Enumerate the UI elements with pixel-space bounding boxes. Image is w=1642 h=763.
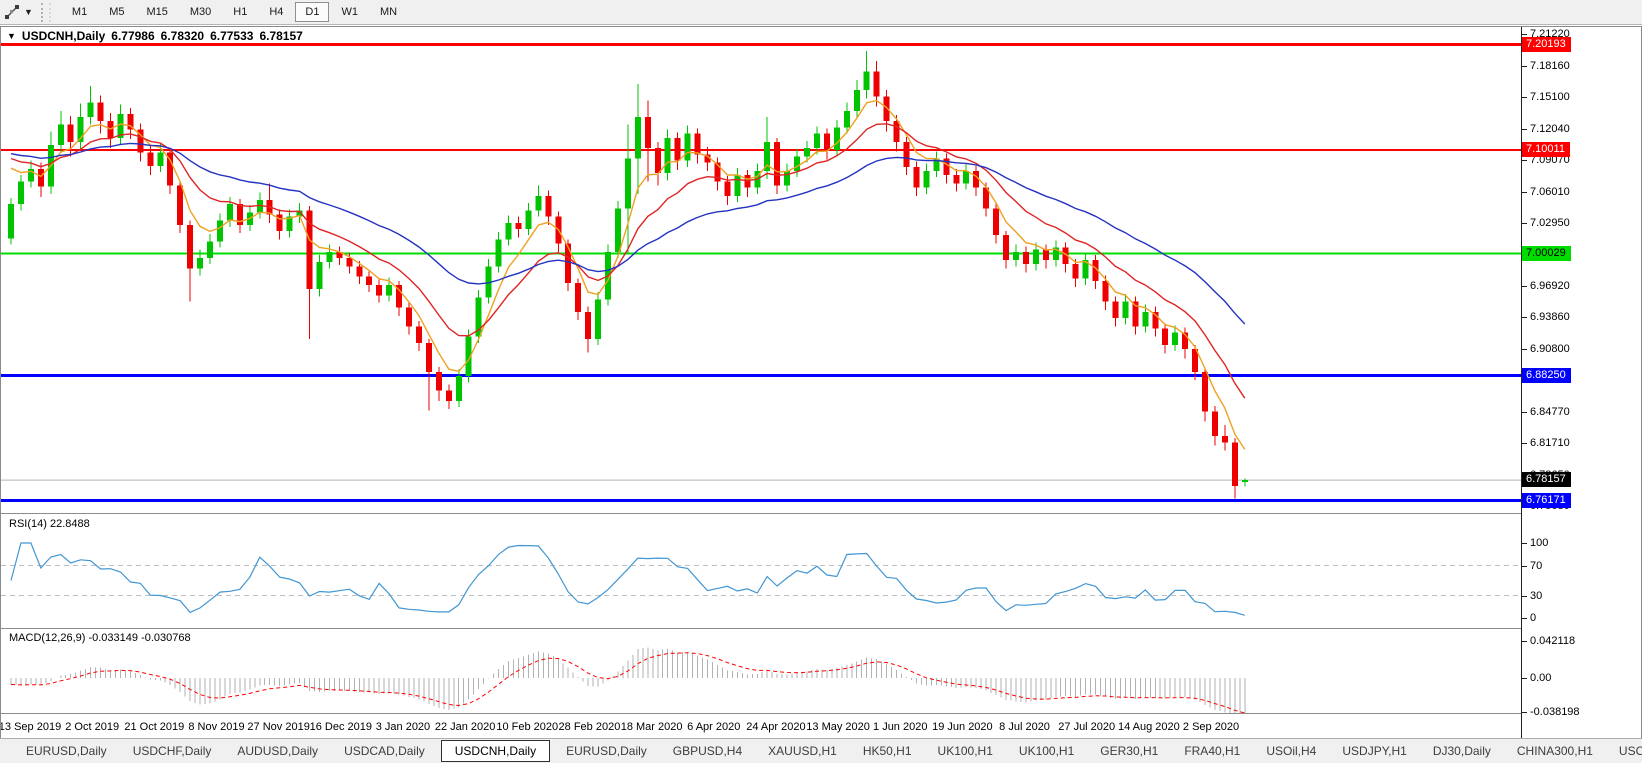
chart-tab-EURUSD-Daily[interactable]: EURUSD,Daily <box>26 744 107 758</box>
chart-tab-XAUUSD-H1[interactable]: XAUUSD,H1 <box>768 744 837 758</box>
date-tick: 3 Jan 2020 <box>375 721 431 733</box>
date-tick: 14 Aug 2020 <box>1117 721 1180 733</box>
timeframe-button-M5[interactable]: M5 <box>109 6 125 18</box>
candlestick-chart[interactable] <box>1 27 1521 738</box>
date-tick: 28 Feb 2020 <box>558 721 621 733</box>
chart-tab-UK100-H1[interactable]: UK100,H1 <box>1018 744 1075 758</box>
chart-symbol: USDCNH,Daily <box>21 29 106 43</box>
chart-tab-CHINA300-H1[interactable]: CHINA300,H1 <box>1516 744 1593 758</box>
ohlc-open: 6.77986 <box>111 29 155 43</box>
date-tick: 2 Sep 2020 <box>1182 721 1240 733</box>
chart-tab-DJ30-Daily[interactable]: DJ30,Daily <box>1432 744 1491 758</box>
chart-tab-AUDUSD-Daily[interactable]: AUDUSD,Daily <box>237 744 319 758</box>
dropdown-caret-icon[interactable]: ▼ <box>24 7 33 17</box>
date-tick: 19 Jun 2020 <box>932 721 993 733</box>
chart-tab-UK100-H1[interactable]: UK100,H1 <box>937 744 993 758</box>
level-price-label: 6.88250 <box>1522 367 1571 383</box>
date-tick: 8 Jul 2020 <box>999 721 1050 733</box>
macd-tick: -0.038198 <box>1522 705 1640 719</box>
chart-tabs-bar: EURUSD,Daily USDCHF,Daily AUDUSD,Daily USDC… <box>0 738 1642 763</box>
date-tick: 13 Sep 2019 <box>1 721 62 733</box>
chart-tab-USOil-H1[interactable]: USOil,H1 <box>1618 744 1642 758</box>
price-tick: 7.02950 <box>1522 216 1640 230</box>
level-price-label: 6.76171 <box>1522 492 1571 508</box>
chart-tab-USDCHF-Daily[interactable]: USDCHF,Daily <box>132 744 212 758</box>
date-tick: 22 Jan 2020 <box>434 721 496 733</box>
price-tick: 6.93860 <box>1522 310 1640 324</box>
timeframe-button-M1[interactable]: M1 <box>71 6 88 18</box>
chart-tab-USDCAD-Daily[interactable]: USDCAD,Daily <box>344 744 425 758</box>
toolbar-grip <box>40 2 51 22</box>
date-tick: 6 Apr 2020 <box>687 721 741 733</box>
price-tick: 7.15100 <box>1522 90 1640 104</box>
timeframe-button-M30[interactable]: M30 <box>189 6 212 18</box>
level-price-label: 7.10011 <box>1522 142 1570 158</box>
timeframe-toolbar: M1 M5 M15 M30 H1 H4 D1 W1 MN <box>61 2 408 22</box>
level-price-label: 7.20193 <box>1522 36 1571 52</box>
price-tick: 7.06010 <box>1522 185 1640 199</box>
timeframe-button-H4[interactable]: H4 <box>269 6 284 18</box>
date-tick: 8 Nov 2019 <box>188 721 245 733</box>
chart-tab-GBPUSD-H4[interactable]: GBPUSD,H4 <box>672 744 743 758</box>
chart-tab-USDJPY-H1[interactable]: USDJPY,H1 <box>1342 744 1407 758</box>
timeframe-button-D1[interactable]: D1 <box>295 2 330 22</box>
price-tick: 6.81710 <box>1522 436 1640 450</box>
chart-tab-EURUSD-Daily[interactable]: EURUSD,Daily <box>566 744 647 758</box>
price-axis[interactable]: 7.21220 7.18160 7.15100 7.12040 7.09070 7.060… <box>1521 27 1641 738</box>
date-tick: 24 Apr 2020 <box>746 721 806 733</box>
ohlc-low: 6.77533 <box>210 29 254 43</box>
top-toolbar: ▼ M1 M5 M15 M30 H1 H4 D1 W1 MN <box>0 0 1642 25</box>
date-tick: 13 May 2020 <box>806 721 870 733</box>
chart-tab-USDCNH-Daily[interactable]: USDCNH,Daily <box>440 740 551 762</box>
date-tick: 1 Jun 2020 <box>873 721 928 733</box>
price-tick: 6.84770 <box>1522 405 1640 419</box>
price-tick: 6.90800 <box>1522 342 1640 356</box>
current-price-label: 6.78157 <box>1522 472 1571 488</box>
timeframe-button-W1[interactable]: W1 <box>341 6 358 18</box>
date-tick: 27 Jul 2020 <box>1058 721 1116 733</box>
timeframe-button-M15[interactable]: M15 <box>146 6 168 18</box>
date-tick: 10 Feb 2020 <box>496 721 559 733</box>
date-tick: 27 Nov 2019 <box>247 721 310 733</box>
timeframe-button-H1[interactable]: H1 <box>233 6 248 18</box>
date-tick: 21 Oct 2019 <box>124 721 185 733</box>
ohlc-close: 6.78157 <box>259 29 303 43</box>
macd-tick: 0.042118 <box>1522 634 1640 648</box>
ohlc-high: 6.78320 <box>160 29 205 43</box>
chart-window: ▼ USDCNH,Daily 6.77986 6.78320 6.77533 6… <box>0 26 1642 739</box>
chart-tab-USOil-H4[interactable]: USOil,H4 <box>1266 744 1317 758</box>
chart-tab-GER30-H1[interactable]: GER30,H1 <box>1100 744 1159 758</box>
chart-collapse-icon[interactable]: ▼ <box>7 31 16 41</box>
rsi-tick: 70 <box>1522 559 1640 573</box>
date-tick: 16 Dec 2019 <box>309 721 372 733</box>
macd-tick: 0.00 <box>1522 671 1640 685</box>
date-tick: 2 Oct 2019 <box>65 721 120 733</box>
rsi-tick: 0 <box>1522 611 1640 625</box>
level-price-label: 7.00029 <box>1522 245 1571 261</box>
chart-title: ▼ USDCNH,Daily 6.77986 6.78320 6.77533 6… <box>7 29 303 43</box>
price-tick: 6.96920 <box>1522 279 1640 293</box>
line-studies-icon[interactable] <box>4 4 21 21</box>
price-tick: 7.12040 <box>1522 122 1640 136</box>
macd-label: MACD(12,26,9) -0.033149 -0.030768 <box>9 632 191 644</box>
rsi-tick: 30 <box>1522 589 1640 603</box>
price-tick: 7.18160 <box>1522 59 1640 73</box>
date-axis[interactable]: 13 Sep 2019 2 Oct 2019 21 Oct 2019 8 Nov 20… <box>1 713 1521 739</box>
chart-tab-FRA40-H1[interactable]: FRA40,H1 <box>1184 744 1241 758</box>
chart-tab-HK50-H1[interactable]: HK50,H1 <box>862 744 912 758</box>
timeframe-button-MN[interactable]: MN <box>379 6 398 18</box>
rsi-tick: 100 <box>1522 536 1640 550</box>
rsi-label: RSI(14) 22.8488 <box>9 518 90 530</box>
date-tick: 18 Mar 2020 <box>620 721 683 733</box>
